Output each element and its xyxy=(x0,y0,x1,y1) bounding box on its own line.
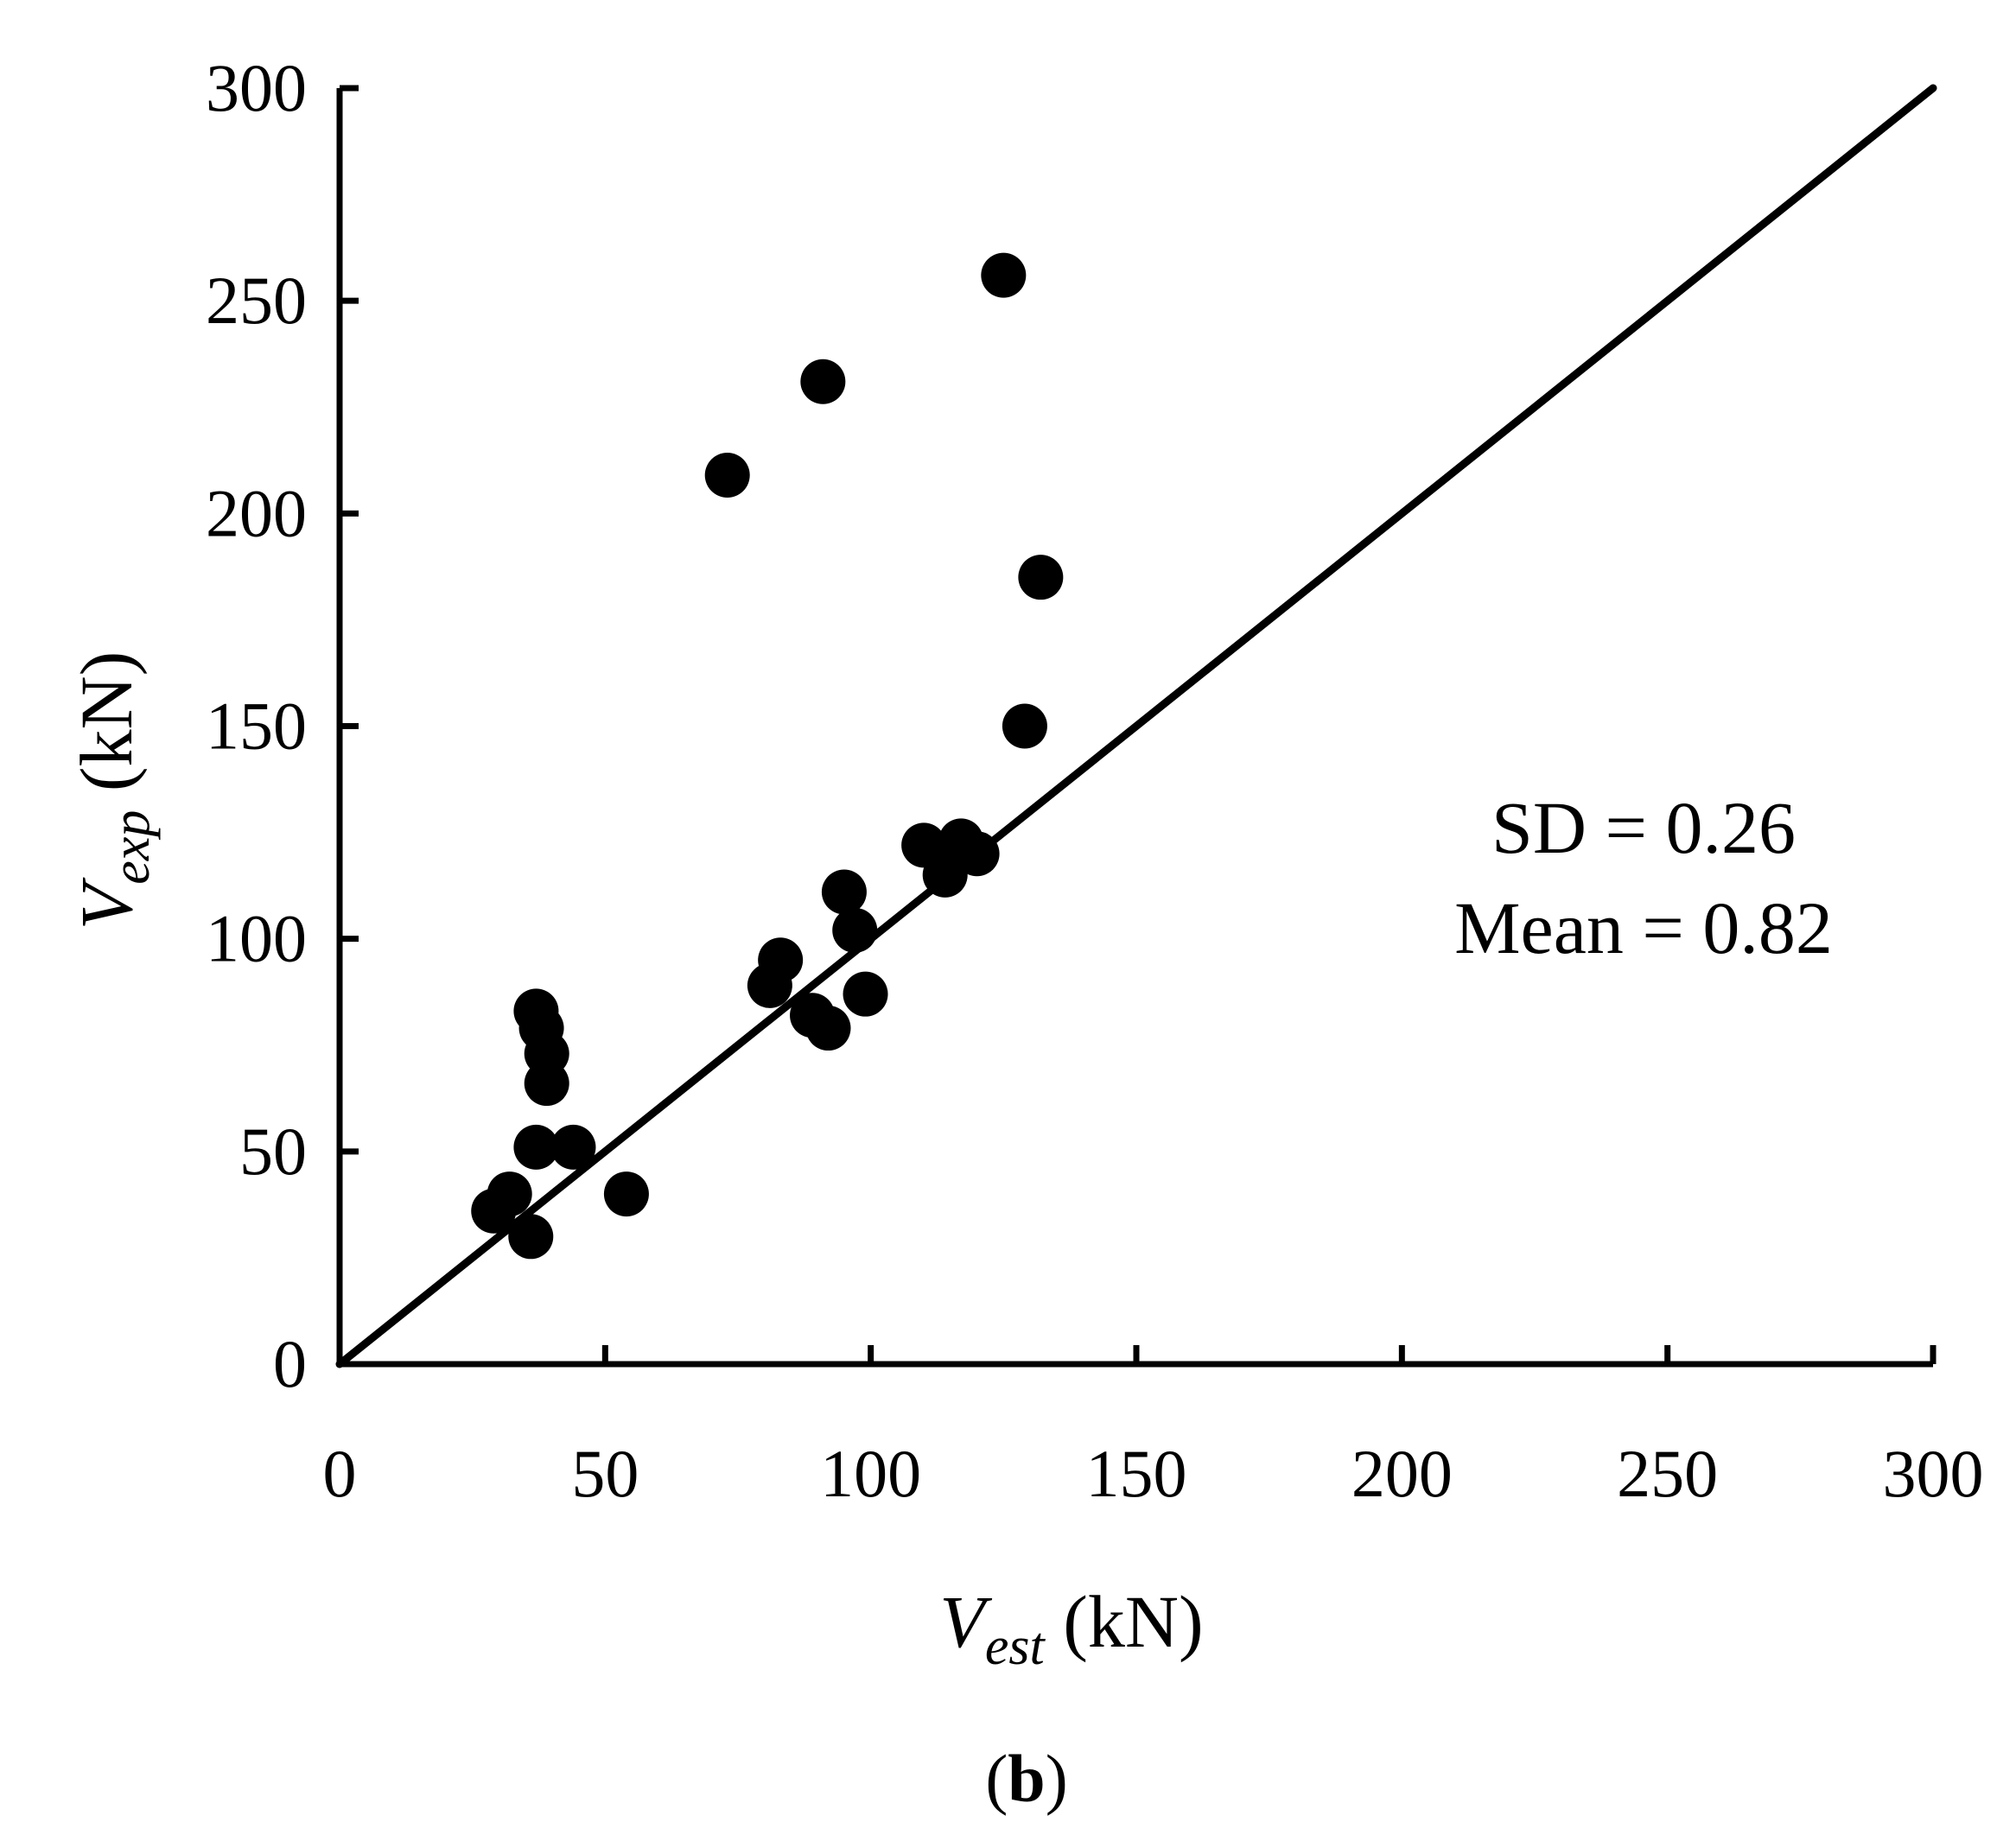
y-tick-label: 50 xyxy=(239,1114,307,1189)
y-tick-label: 200 xyxy=(206,475,307,550)
data-point xyxy=(513,1124,559,1170)
data-point xyxy=(805,1006,851,1051)
x-tick-label: 250 xyxy=(1617,1436,1718,1511)
data-point xyxy=(603,1171,649,1217)
y-axis-title: Vexp (kN) xyxy=(65,651,161,930)
data-point xyxy=(821,869,867,915)
y-tick-label: 150 xyxy=(206,689,307,764)
data-point xyxy=(1002,703,1047,749)
data-point xyxy=(550,1124,596,1170)
data-point xyxy=(471,1188,517,1234)
y-tick-label: 0 xyxy=(273,1326,307,1401)
data-point xyxy=(747,962,792,1008)
data-point xyxy=(843,971,888,1017)
x-tick-label: 50 xyxy=(571,1436,639,1511)
data-point xyxy=(981,252,1027,298)
data-point xyxy=(704,453,750,498)
data-point xyxy=(954,831,1000,877)
x-tick-label: 300 xyxy=(1883,1436,1984,1511)
x-tick-label: 100 xyxy=(820,1436,921,1511)
x-tick-label: 200 xyxy=(1351,1436,1453,1511)
x-tick-label: 150 xyxy=(1086,1436,1187,1511)
panel-label: (b) xyxy=(985,1741,1067,1816)
mean-annotation: Mean = 0.82 xyxy=(1454,886,1833,969)
data-point xyxy=(524,1061,569,1107)
x-axis-title: Vest (kN) xyxy=(939,1580,1203,1676)
x-tick-label: 0 xyxy=(323,1436,357,1511)
y-tick-label: 100 xyxy=(206,901,307,976)
data-point xyxy=(1018,555,1064,600)
y-tick-label: 250 xyxy=(206,263,307,338)
sd-annotation: SD = 0.26 xyxy=(1491,786,1796,869)
data-point xyxy=(508,1214,554,1260)
y-tick-label: 300 xyxy=(206,50,307,125)
reference-line xyxy=(335,84,1937,1368)
data-point xyxy=(832,907,878,953)
data-point xyxy=(800,359,846,404)
data-point xyxy=(922,852,968,898)
